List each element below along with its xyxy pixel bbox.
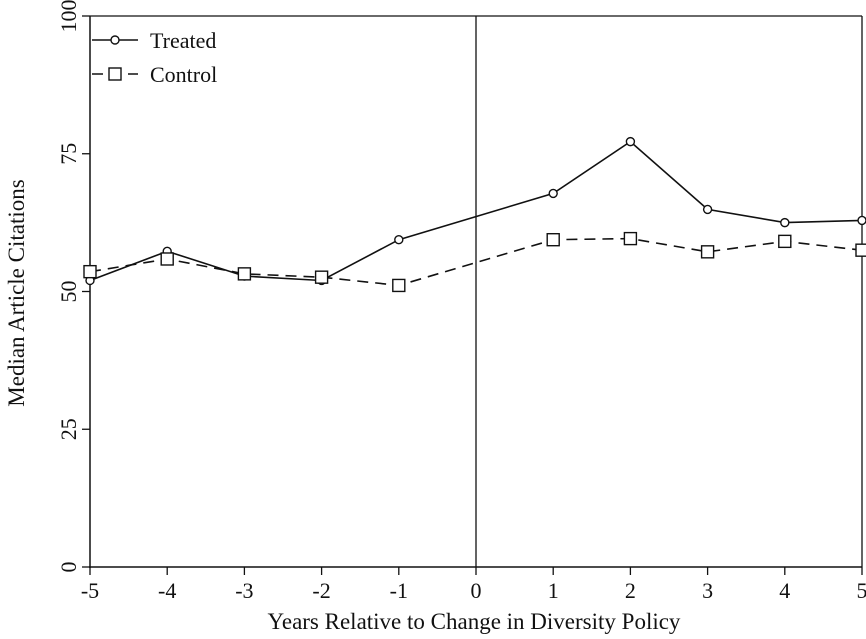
legend-marker-control	[108, 67, 122, 81]
x-tick-label: 2	[625, 578, 636, 603]
x-tick-label: 5	[857, 578, 866, 603]
series-line-treated	[89, 140, 863, 282]
x-tick-label: -5	[81, 578, 99, 603]
data-point-treated	[857, 215, 866, 226]
x-tick-label: -4	[158, 578, 176, 603]
legend: Treated Control	[92, 28, 217, 87]
axes: 0 25 50 75 100 -5 -4 -3 -2 -1 0 1 2 3 4 5	[56, 0, 866, 603]
y-tick-label-group: 25	[56, 418, 81, 440]
x-axis-title: Years Relative to Change in Diversity Po…	[268, 609, 681, 634]
series-group	[83, 136, 866, 293]
data-point-control	[392, 278, 406, 293]
series-line-control	[89, 237, 863, 287]
data-point-control	[700, 245, 715, 259]
data-point-control	[546, 233, 560, 247]
y-axis-title: Median Article Citations	[4, 179, 29, 406]
x-tick-label: 3	[702, 578, 713, 603]
data-point-control	[623, 231, 638, 246]
x-tick-label: -3	[235, 578, 253, 603]
legend-label-treated: Treated	[150, 28, 216, 53]
y-tick-label-group: 50	[56, 281, 81, 303]
legend-label-control: Control	[150, 62, 217, 87]
y-tick-label-group: 100	[56, 0, 81, 33]
legend-marker-treated	[110, 35, 120, 45]
y-tick-label: 50	[56, 281, 81, 303]
y-tick-label: 0	[56, 562, 81, 573]
x-tick-label: -2	[312, 578, 330, 603]
data-point-control	[160, 252, 174, 266]
y-tick-label: 75	[56, 143, 81, 165]
x-tick-label: 1	[548, 578, 559, 603]
y-tick-label-group: 0	[56, 562, 81, 573]
x-tick-label: 0	[471, 578, 482, 603]
y-tick-label: 25	[56, 418, 81, 440]
x-tick-label: 4	[779, 578, 790, 603]
data-point-treated	[780, 217, 790, 228]
data-point-control	[237, 267, 252, 281]
data-point-treated	[702, 204, 713, 215]
x-tick-label: -1	[390, 578, 408, 603]
data-point-control	[314, 270, 329, 284]
y-tick-label-group: 75	[56, 143, 81, 165]
y-tick-label: 100	[56, 0, 81, 33]
data-point-treated	[394, 235, 404, 245]
data-point-treated	[548, 188, 558, 199]
data-point-treated	[625, 136, 636, 147]
data-point-control	[778, 234, 792, 249]
data-point-control	[83, 264, 97, 279]
data-point-control	[855, 243, 866, 257]
